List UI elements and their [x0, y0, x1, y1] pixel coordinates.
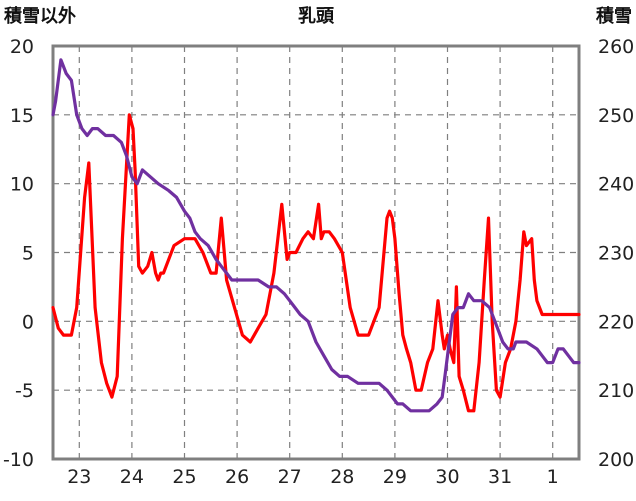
y-tick-label-right: 230 [598, 243, 634, 265]
plot-frame [51, 44, 581, 461]
x-tick-label: 1 [547, 466, 559, 488]
y-tick-label-right: 260 [598, 36, 634, 58]
y-tick-label-left: 15 [10, 105, 34, 127]
x-tick-label: 25 [172, 466, 196, 488]
x-tick-label: 28 [330, 466, 354, 488]
snow-depth-line [51, 58, 581, 413]
x-tick-label: 24 [120, 466, 144, 488]
y-axis-left-title: 積雪以外 [3, 5, 76, 27]
axis-labels: 20 15 10 5 0 -5 -10 260 250 240 230 220 210 200 23 24 25… [3, 36, 634, 488]
x-tick-label: 29 [383, 466, 407, 488]
y-tick-label-right: 220 [598, 311, 634, 333]
y-axis-right-title: 積雪 [595, 5, 632, 27]
x-tick-label: 31 [488, 466, 512, 488]
x-tick-label: 26 [225, 466, 249, 488]
y-tick-label-left: 0 [22, 311, 34, 333]
x-tick-label: 30 [435, 466, 459, 488]
x-tick-label: 23 [67, 466, 91, 488]
grid-lines [53, 46, 579, 459]
y-tick-label-right: 240 [598, 174, 634, 196]
y-tick-label-left: 20 [10, 36, 34, 58]
y-tick-label-left: -10 [3, 449, 34, 471]
y-tick-label-left: -5 [15, 380, 34, 402]
x-tick-label: 27 [278, 466, 302, 488]
y-tick-label-right: 200 [598, 449, 634, 471]
chart-title: 乳頭 [298, 6, 335, 27]
series-layer [51, 58, 581, 413]
y-tick-label-right: 250 [598, 105, 634, 127]
non-snow-line [51, 113, 581, 413]
y-tick-label-left: 5 [22, 243, 34, 265]
y-tick-label-left: 10 [10, 174, 34, 196]
y-tick-label-right: 210 [598, 380, 634, 402]
